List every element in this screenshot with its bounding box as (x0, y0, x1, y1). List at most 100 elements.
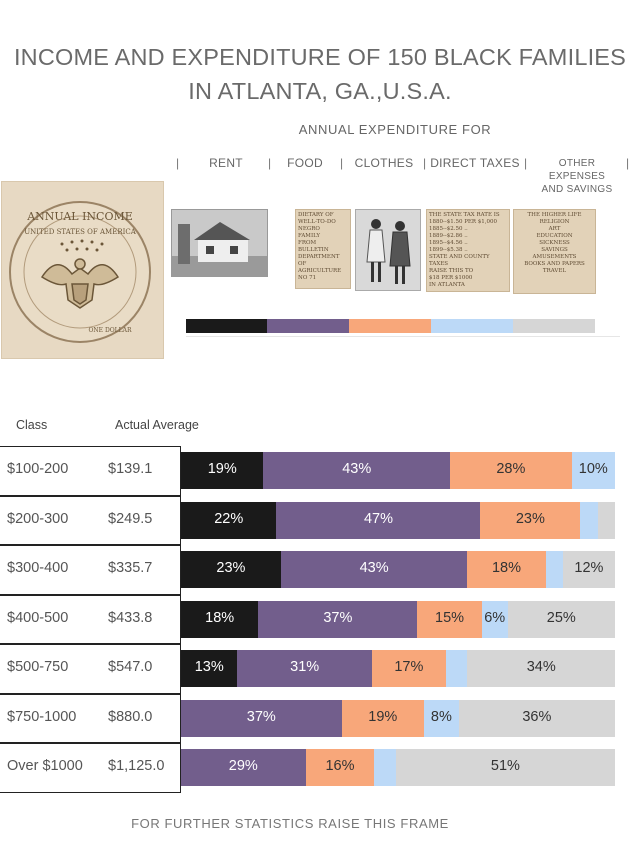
food-doc-line: FAMILY (298, 233, 321, 239)
bar-data-label: 10% (578, 461, 608, 477)
bar-data-label: 37% (246, 708, 276, 725)
food-document-image: DIETARY OF WELL-TO-DO NEGRO FAMILY FROM … (295, 209, 351, 289)
other-expenses-document-image: THE HIGHER LIFE RELIGION ART EDUCATION S… (513, 209, 596, 294)
food-doc-line: WELL-TO-DO (298, 219, 336, 225)
food-doc-line: DEPARTMENT (298, 254, 340, 260)
taxes-document-text: THE STATE TAX RATE IS 1880--$1.50 PER $1… (427, 210, 509, 291)
other-doc-line: BOOKS AND PAPERS (524, 261, 585, 267)
bar-segment-other (507, 600, 615, 638)
bar-segment-food (258, 600, 418, 638)
women-figures-icon (356, 210, 420, 290)
column-separator: | (176, 156, 180, 170)
bar-segment-food (181, 699, 342, 737)
bar-segment-food (263, 452, 451, 489)
bar-data-label: 23% (216, 560, 246, 576)
row-class-label: $750-1000 (7, 708, 77, 725)
title-line-1: INCOME AND EXPENDITURE OF 150 BLACK FAMI… (13, 44, 627, 70)
annual-income-coin-image: ANNUAL INCOME UNITED STATES OF AMERICA O… (1, 181, 164, 359)
bar-data-label: 34% (526, 659, 556, 675)
bar-segment-food (181, 749, 306, 786)
taxes-document-image: THE STATE TAX RATE IS 1880--$1.50 PER $1… (426, 209, 510, 292)
column-separator: | (268, 156, 272, 170)
column-header-food: FOOD (287, 156, 323, 170)
bar-segment-food (276, 501, 481, 539)
bar-segment-taxes (571, 452, 615, 489)
bar-data-label: 19% (368, 708, 398, 725)
row-average-label: $433.8 (108, 609, 153, 626)
coin-illustration: ANNUAL INCOME UNITED STATES OF AMERICA O… (9, 201, 151, 343)
taxes-doc-line: 1880--$1.50 PER $1,000 (429, 219, 498, 225)
footer-note: FOR FURTHER STATISTICS RAISE THIS FRAME (131, 816, 449, 831)
food-doc-line: DIETARY OF (298, 212, 334, 218)
bar-data-label: 13% (194, 659, 224, 675)
bar-segment-food (280, 551, 468, 588)
food-doc-line: NO 71 (298, 275, 317, 281)
taxes-doc-line: IN ATLANTA (429, 282, 465, 288)
row-label-cell (0, 644, 181, 694)
bar-segment-rent (181, 551, 281, 588)
row-class-label: $400-500 (7, 609, 69, 626)
bar-data-label: 25% (546, 609, 576, 626)
taxes-doc-line: 1895--$4.56 .. (429, 240, 468, 246)
row-label-cell (0, 743, 181, 793)
bar-data-label: 31% (290, 659, 320, 675)
bar-segment-clothes (467, 551, 546, 588)
bar-segment-taxes (445, 650, 468, 687)
row-label-cell (0, 594, 181, 644)
bar-segment-other (458, 699, 615, 737)
row-label-cell (0, 693, 181, 743)
bar-segment-taxes (374, 749, 396, 786)
column-separator: | (524, 156, 528, 170)
bar-segment-taxes (545, 551, 563, 588)
row-average-label: $249.5 (108, 510, 153, 527)
taxes-doc-line: 1889--$2.86 .. (429, 233, 468, 239)
row-average-label: $335.7 (108, 560, 153, 576)
bar-data-label: 23% (515, 510, 545, 527)
clothes-photo (355, 209, 421, 291)
bar-data-label: 37% (323, 609, 353, 626)
title-line-2: IN ATLANTA, GA.,U.S.A. (188, 78, 452, 104)
bar-data-label: 18% (491, 560, 521, 576)
row-label-cell (0, 545, 181, 595)
column-header-other: OTHER EXPENSES AND SAVINGS (530, 157, 624, 195)
row-average-label: $1,125.0 (108, 758, 165, 774)
column-header-other-line1: OTHER EXPENSES (548, 158, 606, 182)
bar-segment-clothes (417, 600, 482, 638)
other-doc-line: SAVINGS (541, 247, 568, 253)
other-doc-line: SICKNESS (539, 240, 570, 246)
bar-data-label: 36% (522, 708, 552, 725)
taxes-doc-line: 1899--$5.38 .. (429, 247, 468, 253)
row-class-label: $100-200 (7, 461, 69, 477)
bar-segment-other (562, 551, 615, 588)
bar-segment-other (395, 749, 615, 786)
food-document-text: DIETARY OF WELL-TO-DO NEGRO FAMILY FROM … (296, 210, 350, 284)
legend-swatch-rent (186, 319, 267, 333)
coin-stars (60, 239, 104, 252)
bar-segment-clothes (480, 501, 581, 539)
legend-divider (186, 336, 620, 337)
food-doc-line: NEGRO (298, 226, 320, 232)
taxes-doc-line: RAISE THIS TO (429, 268, 474, 274)
bar-data-label: 15% (435, 609, 465, 626)
column-header-taxes: DIRECT TAXES (430, 156, 520, 170)
bar-segment-rent (181, 501, 277, 539)
bar-segment-clothes (371, 650, 446, 687)
bar-data-label: 17% (394, 659, 424, 675)
bar-segment-other (597, 501, 615, 539)
other-doc-line: AMUSEMENTS (532, 254, 577, 260)
bar-segment-clothes (305, 749, 375, 786)
other-doc-line: TRAVEL (542, 268, 567, 274)
legend-swatch-clothes (349, 319, 431, 333)
chart-title: INCOME AND EXPENDITURE OF 150 BLACK FAMI… (0, 40, 640, 108)
taxes-doc-line: 1885--$2.50 .. (429, 226, 468, 232)
bar-data-label: 28% (496, 461, 526, 477)
bar-segment-clothes (450, 452, 572, 489)
row-average-label: $880.0 (108, 708, 153, 725)
other-document-text: THE HIGHER LIFE RELIGION ART EDUCATION S… (514, 210, 595, 277)
bar-data-label: 22% (214, 510, 244, 527)
coin-text-bottom: ONE DOLLAR (88, 327, 131, 334)
row-class-label: $200-300 (7, 510, 69, 527)
bar-segment-taxes (580, 501, 598, 539)
bar-data-label: 29% (228, 758, 258, 774)
bar-data-label: 51% (490, 758, 520, 774)
